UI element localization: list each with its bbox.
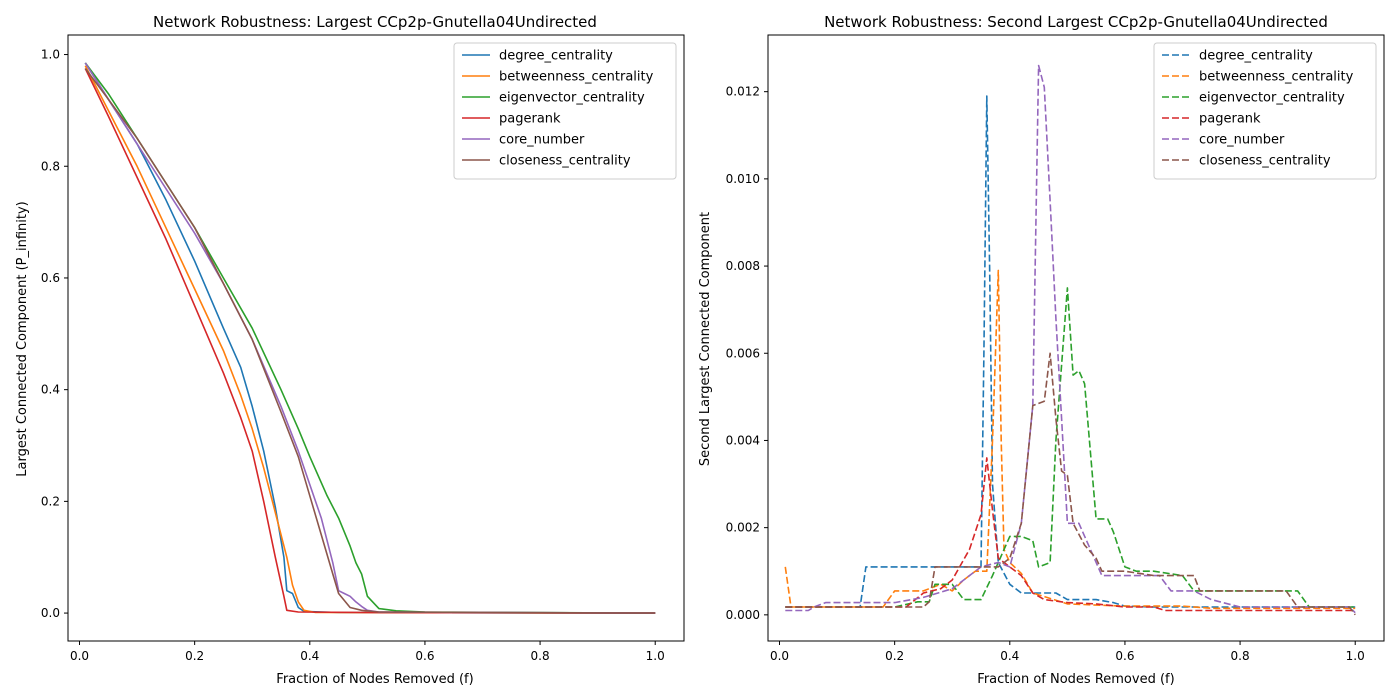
left-y-tick-label: 0.4 [41,383,60,397]
left-x-tick-label: 0.6 [415,649,434,663]
left-legend-box [453,42,677,180]
right-y-tick-label: 0.002 [726,521,760,535]
right-y-tick-label: 0.000 [726,608,760,622]
right-plot-frame [767,34,1385,642]
right-legend-label: eigenvector_centrality [1199,91,1345,106]
left-x-tick-label: 1.0 [646,649,665,663]
right-x-tick-label: 0.6 [1115,649,1134,663]
left-y-tick-label: 0.0 [41,606,60,620]
right-y-tick-label: 0.004 [726,433,760,447]
right-legend-label: core_number [1199,133,1285,148]
left-chart: Network Robustness: Largest CCp2p-Gnutel… [15,13,685,687]
right-chart-xlabel: Fraction of Nodes Removed (f) [977,672,1174,687]
right-legend-label: closeness_centrality [1199,154,1331,169]
right-legend: degree_centrality betweenness_centralitye… [1153,42,1377,180]
left-y-tick-label: 0.2 [41,494,60,508]
left-x-tick-label: 0.0 [70,649,89,663]
right-series-closeness-centrality [785,352,1356,616]
right-y-tick-label: 0.008 [726,259,760,273]
right-x-tick-label: 0.8 [1231,649,1250,663]
right-x-tick-label: 1.0 [1346,649,1365,663]
left-legend-label: closeness_centrality [499,154,631,169]
left-series-closeness-centrality [84,68,656,614]
left-x-tick-label: 0.8 [531,649,550,663]
right-chart: Network Robustness: Second Largest CCp2p… [698,13,1385,687]
left-legend-label: pagerank [499,112,561,127]
right-series-core-number [785,64,1356,614]
right-x-tick-label: 0.4 [1000,649,1019,663]
left-x-tick-label: 0.2 [185,649,204,663]
left-legend-label: eigenvector_centrality [499,91,645,106]
right-series-betweenness-centrality [784,269,1356,610]
right-chart-title: Network Robustness: Second Largest CCp2p… [824,13,1328,31]
left-legend-label: betweenness_centrality [499,70,654,85]
left-y-tick-label: 1.0 [41,48,60,62]
right-legend-label: degree_centrality [1199,49,1313,64]
left-y-tick-label: 0.6 [41,271,60,285]
right-series-group [784,64,1356,616]
right-x-tick-label: 0.2 [885,649,904,663]
right-series-pagerank [785,457,1356,612]
left-plot-frame [67,34,685,642]
right-y-tick-label: 0.012 [726,85,760,99]
right-legend-box [1153,42,1377,180]
left-series-core-number [84,62,656,614]
right-series-eigenvector-centrality [785,287,1356,608]
right-y-tick-label: 0.006 [726,346,760,360]
right-chart-ylabel: Second Largest Connected Component [698,212,713,466]
left-legend-label: core_number [499,133,585,148]
right-x-tick-label: 0.0 [770,649,789,663]
left-x-tick-label: 0.4 [300,649,319,663]
left-chart-title: Network Robustness: Largest CCp2p-Gnutel… [153,13,597,31]
left-legend: degree_centrality betweenness_centralitye… [453,42,677,180]
left-chart-ylabel: Largest Connected Component (P_infinity) [15,201,30,476]
left-series-pagerank [84,68,656,614]
left-legend-label: degree_centrality [499,49,613,64]
right-legend-label: pagerank [1199,112,1261,127]
left-series-group [84,62,656,614]
left-series-betweenness-centrality [84,65,656,614]
left-series-degree-centrality [84,62,656,614]
left-chart-xlabel: Fraction of Nodes Removed (f) [276,672,473,687]
right-legend-label: betweenness_centrality [1199,70,1354,85]
right-series-degree-centrality [785,95,1356,608]
left-y-tick-label: 0.8 [41,159,60,173]
right-y-tick-label: 0.010 [726,172,760,186]
